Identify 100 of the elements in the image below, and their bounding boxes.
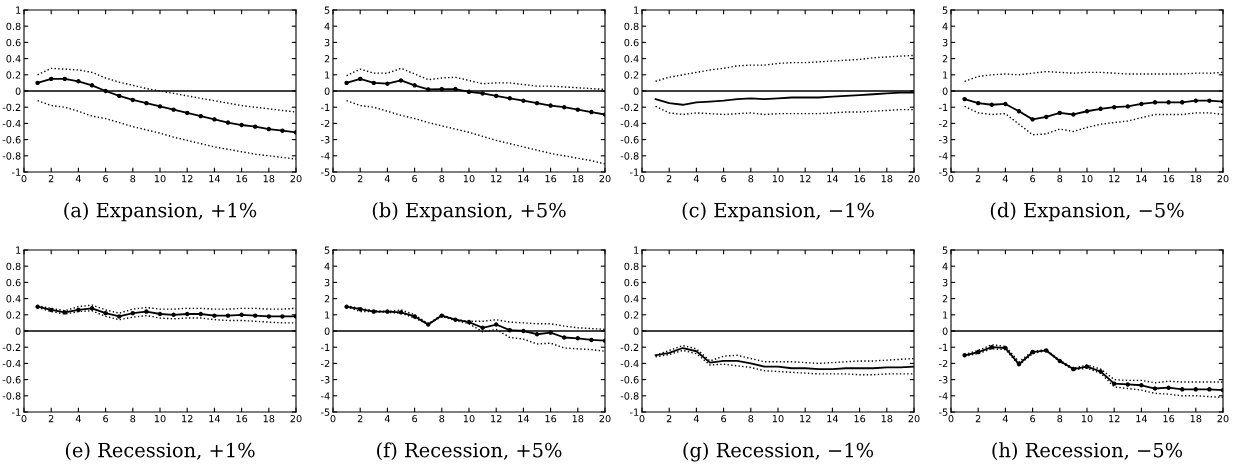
x-tick-label: 8 — [748, 174, 754, 183]
text: (d) Expansion, −5% — [990, 202, 1184, 222]
y-tick-label: 5 — [324, 6, 330, 14]
y-tick-label: 2 — [942, 55, 948, 63]
x-tick-label: 8 — [439, 174, 445, 183]
x-tick-label: 4 — [1002, 175, 1008, 183]
x-tick-label: 14 — [827, 415, 839, 423]
x-tick-label: 12 — [800, 414, 811, 423]
y-tick-label: 1 — [943, 311, 948, 319]
y-tick-label: -0.8 — [620, 152, 639, 160]
x-tick-label: 6 — [103, 174, 109, 183]
y-tick-label: -0.2 — [620, 343, 639, 352]
x-tick-label: 20 — [599, 174, 611, 183]
x-tick-label: 8 — [130, 414, 136, 423]
y-tick-label: 2 — [942, 295, 948, 303]
x-tick-label: 8 — [439, 414, 445, 423]
x-tick-label: 6 — [721, 174, 727, 183]
y-tick-label: 2 — [324, 55, 330, 63]
x-tick-label: 4 — [384, 415, 390, 423]
y-tick-label: -3 — [321, 136, 330, 144]
y-tick-label: -0.6 — [2, 136, 21, 144]
x-tick-label: 6 — [412, 174, 418, 183]
x-tick-label: 8 — [1057, 414, 1063, 423]
y-tick-label: -0.8 — [620, 392, 639, 400]
x-tick-label: 2 — [357, 414, 363, 423]
x-tick-label: 10 — [154, 174, 166, 183]
x-tick-label: 12 — [800, 174, 811, 183]
y-tick-label: 4 — [324, 262, 330, 270]
x-tick-label: 10 — [772, 414, 784, 423]
x-tick-label: 14 — [1136, 415, 1148, 423]
y-tick-label: 0.8 — [624, 22, 639, 31]
x-tick-label: 20 — [290, 414, 302, 423]
y-tick-label: -3 — [939, 136, 948, 144]
y-tick-label: -0.2 — [2, 343, 21, 352]
y-tick-label: -4 — [939, 152, 948, 160]
x-tick-label: 4 — [75, 175, 81, 183]
y-tick-label: -4 — [321, 392, 330, 400]
x-tick-label: 20 — [908, 414, 920, 423]
x-tick-label: 18 — [263, 174, 275, 183]
y-tick-label: 5 — [942, 246, 948, 254]
y-tick-label: 0 — [15, 87, 21, 95]
x-tick-label: 6 — [1030, 174, 1036, 183]
x-tick-label: 2 — [357, 174, 363, 183]
y-tick-label: 1 — [634, 246, 639, 254]
y-tick-label: 3 — [942, 38, 948, 47]
x-tick-label: 4 — [693, 175, 699, 183]
text: (e) Recession, +1% — [65, 442, 255, 461]
x-tick-label: 14 — [209, 415, 221, 423]
text: (f) Recession, +5% — [377, 442, 562, 461]
x-tick-label: 12 — [1109, 414, 1120, 423]
y-tick-label: 0.2 — [6, 311, 21, 319]
x-tick-label: 10 — [772, 174, 784, 183]
x-tick-label: 16 — [545, 174, 557, 183]
y-tick-label: 3 — [942, 278, 948, 287]
y-tick-label: -1 — [12, 168, 21, 176]
x-tick-label: 10 — [463, 174, 475, 183]
y-tick-label: 4 — [942, 22, 948, 30]
y-tick-label: -2 — [939, 359, 948, 368]
y-tick-label: -0.6 — [620, 376, 639, 384]
y-tick-label: -4 — [321, 152, 330, 160]
x-tick-label: 10 — [1081, 414, 1093, 423]
x-tick-label: 2 — [666, 414, 672, 423]
x-tick-label: 10 — [1081, 174, 1093, 183]
y-tick-label: 0.4 — [624, 55, 639, 63]
text: (b) Expansion, +5% — [372, 202, 566, 222]
y-tick-label: 0.4 — [6, 295, 21, 303]
y-tick-label: -3 — [321, 376, 330, 384]
y-tick-label: 0.6 — [624, 278, 639, 287]
y-tick-label: -0.2 — [2, 103, 21, 112]
y-tick-label: -0.4 — [2, 119, 21, 128]
x-tick-label: 12 — [182, 414, 193, 423]
y-tick-label: 0 — [633, 87, 639, 95]
y-tick-label: 0.2 — [6, 71, 21, 79]
x-tick-label: 4 — [75, 415, 81, 423]
y-tick-label: -1 — [321, 343, 330, 351]
x-tick-label: 12 — [491, 414, 502, 423]
y-tick-label: 1 — [325, 71, 330, 79]
x-tick-label: 20 — [908, 174, 920, 183]
y-tick-label: -5 — [939, 168, 948, 176]
x-tick-label: 8 — [130, 174, 136, 183]
x-tick-label: 20 — [290, 174, 302, 183]
y-tick-label: 1 — [325, 311, 330, 319]
text: (g) Recession, −1% — [683, 442, 874, 462]
y-tick-label: -2 — [321, 359, 330, 368]
x-tick-label: 14 — [1136, 175, 1148, 183]
y-tick-label: 0.4 — [624, 295, 639, 303]
y-tick-label: 0 — [324, 87, 330, 95]
y-tick-label: 3 — [324, 38, 330, 47]
y-tick-label: 2 — [324, 295, 330, 303]
y-tick-label: 1 — [16, 246, 21, 254]
y-tick-label: -1 — [12, 408, 21, 416]
y-tick-label: -0.8 — [2, 392, 21, 400]
x-tick-label: 6 — [721, 414, 727, 423]
y-tick-label: -4 — [939, 392, 948, 400]
y-tick-label: -5 — [939, 408, 948, 416]
text: (a) Expansion, +1% — [64, 202, 257, 222]
y-tick-label: 0 — [942, 327, 948, 335]
y-tick-label: 0.2 — [624, 71, 639, 79]
y-tick-label: 5 — [942, 6, 948, 14]
x-tick-label: 10 — [463, 414, 475, 423]
